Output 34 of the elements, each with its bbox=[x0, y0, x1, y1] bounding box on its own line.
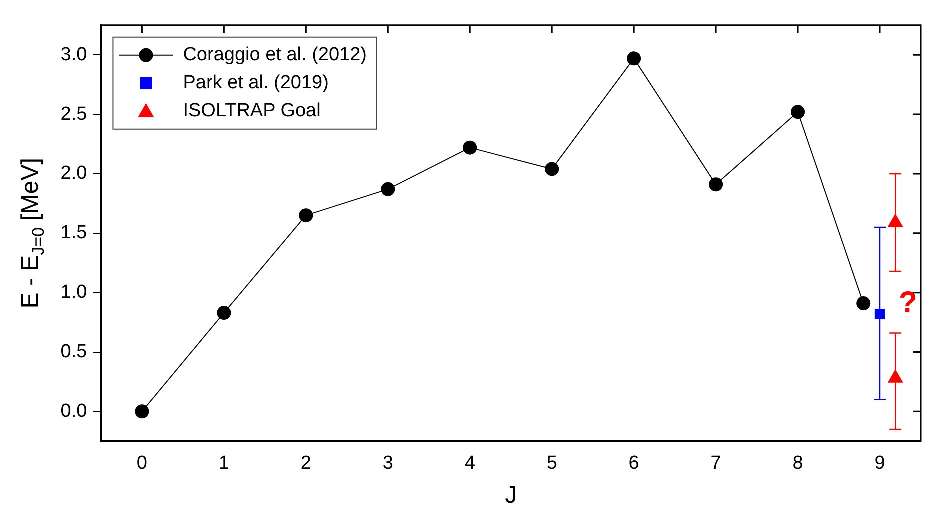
x-tick-label: 8 bbox=[792, 453, 804, 474]
point bbox=[463, 140, 478, 155]
x-tick-label: 7 bbox=[710, 453, 722, 474]
annotation: ? bbox=[899, 286, 918, 320]
legend-label: ISOLTRAP Goal bbox=[183, 100, 321, 122]
x-tick-label: 9 bbox=[874, 453, 886, 474]
x-tick-label: 2 bbox=[300, 453, 312, 474]
y-tick-label: 2.5 bbox=[60, 104, 88, 125]
y-tick-label: 0.0 bbox=[60, 400, 88, 422]
x-tick-label: 6 bbox=[628, 453, 640, 474]
x-tick-label: 5 bbox=[546, 453, 558, 474]
y-tick-label: 1.0 bbox=[60, 282, 88, 304]
legend-label: Park et al. (2019) bbox=[183, 72, 329, 94]
point bbox=[299, 208, 314, 223]
legend-label: Coraggio et al. (2012) bbox=[183, 44, 367, 66]
x-tick-label: 4 bbox=[464, 453, 476, 474]
point bbox=[874, 309, 886, 320]
y-axis-title: E - EJ=0 [MeV] bbox=[17, 158, 48, 309]
point bbox=[791, 105, 806, 120]
point bbox=[709, 178, 724, 192]
point bbox=[627, 52, 642, 66]
x-tick-label: 1 bbox=[218, 453, 230, 474]
x-tick-label: 3 bbox=[382, 453, 394, 474]
y-tick-label: 1.5 bbox=[60, 222, 88, 244]
point bbox=[545, 162, 560, 176]
y-tick-label: 0.5 bbox=[60, 341, 88, 362]
x-tick-label: 0 bbox=[136, 453, 148, 474]
point bbox=[217, 306, 232, 320]
y-tick-label: 3.0 bbox=[60, 44, 88, 66]
x-axis-title: J bbox=[505, 482, 518, 510]
point bbox=[856, 296, 871, 311]
y-tick-label: 2.0 bbox=[60, 163, 88, 184]
point bbox=[381, 182, 396, 196]
point bbox=[135, 404, 150, 419]
